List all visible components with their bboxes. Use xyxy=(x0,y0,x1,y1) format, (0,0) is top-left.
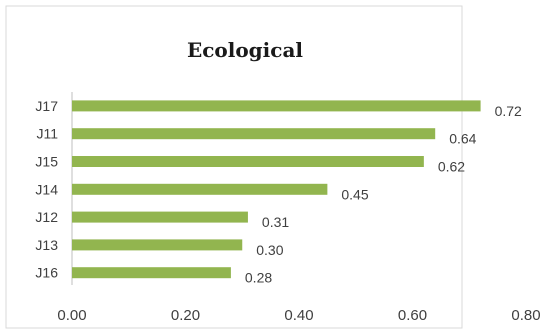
bar xyxy=(72,156,424,167)
chart-title: Ecological xyxy=(187,38,303,62)
x-tick-label: 0.20 xyxy=(171,307,200,324)
category-label: J14 xyxy=(35,181,58,197)
category-label: J17 xyxy=(35,98,58,114)
bar xyxy=(72,128,436,140)
x-tick-label: 0.80 xyxy=(511,307,540,324)
x-tick-label: 0.00 xyxy=(57,307,86,324)
data-label: 0.30 xyxy=(256,242,283,258)
x-tick-label: 0.40 xyxy=(284,307,313,324)
x-tick-label: 0.60 xyxy=(398,307,427,324)
chart-border xyxy=(5,5,463,329)
category-label: J16 xyxy=(35,265,58,281)
bar xyxy=(72,183,328,195)
bar xyxy=(72,100,481,112)
data-label: 0.45 xyxy=(341,186,368,202)
data-label: 0.64 xyxy=(449,131,476,147)
category-label: J12 xyxy=(35,209,58,225)
data-label: 0.62 xyxy=(438,159,465,175)
category-label: J11 xyxy=(36,126,58,142)
category-label: J13 xyxy=(35,237,58,253)
category-label: J15 xyxy=(35,154,58,170)
bar xyxy=(72,211,248,223)
data-label: 0.31 xyxy=(262,214,289,230)
data-label: 0.72 xyxy=(495,103,522,119)
data-label: 0.28 xyxy=(245,270,272,286)
bar xyxy=(72,239,243,251)
bar xyxy=(72,267,231,279)
